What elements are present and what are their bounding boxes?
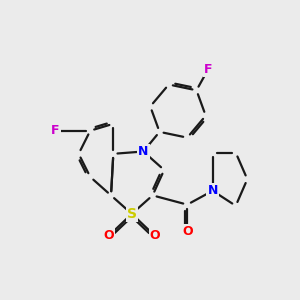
Text: O: O [103, 229, 114, 242]
Text: O: O [150, 229, 160, 242]
Text: O: O [182, 225, 193, 238]
Text: N: N [208, 184, 218, 197]
Text: F: F [51, 124, 60, 137]
Text: N: N [138, 145, 148, 158]
Text: F: F [204, 63, 212, 76]
Text: S: S [127, 207, 137, 221]
